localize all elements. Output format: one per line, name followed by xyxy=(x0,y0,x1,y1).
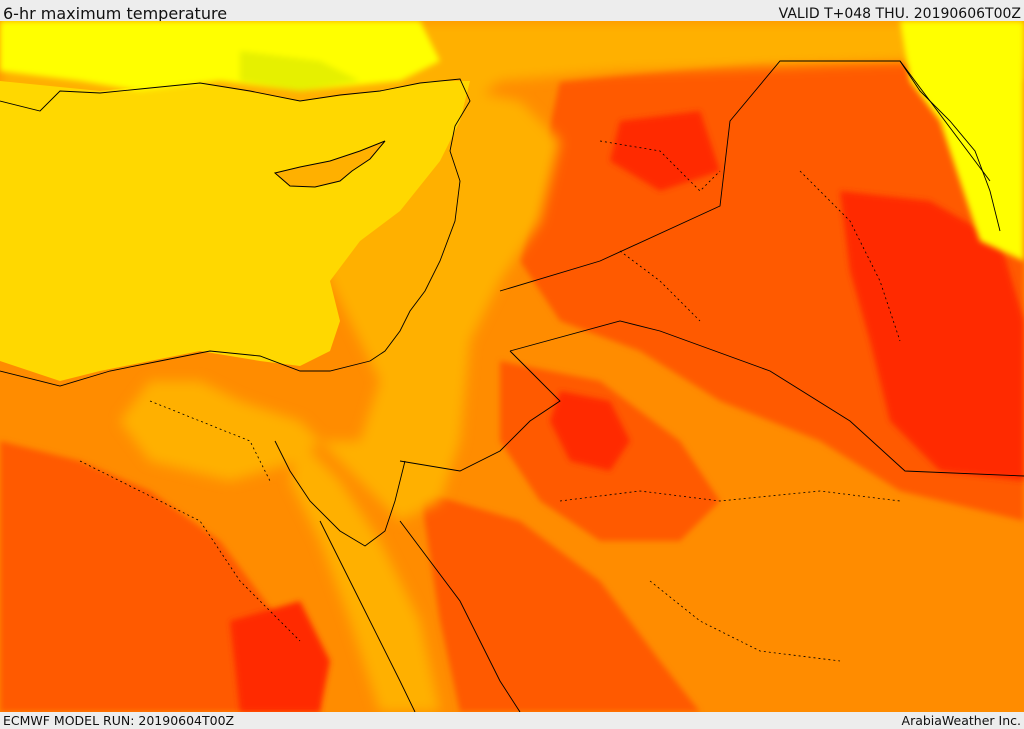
admin-boundary-1 xyxy=(599,140,721,192)
zone-red-ne xyxy=(610,111,720,191)
coastline-turkey xyxy=(0,78,471,152)
admin-boundary-6 xyxy=(149,400,271,482)
map-header: 6-hr maximum temperature VALID T+048 THU… xyxy=(0,0,1024,23)
border-saudi-jordan xyxy=(399,350,561,472)
map-title: 6-hr maximum temperature xyxy=(3,4,228,23)
admin-boundary-5 xyxy=(649,580,841,662)
coastline-sinai-gulf xyxy=(274,440,406,547)
coastline-egypt xyxy=(0,350,371,387)
border-syria xyxy=(499,60,991,292)
credit-label: ArabiaWeather Inc. xyxy=(901,713,1021,728)
zone-yellow-green-patch xyxy=(240,51,360,91)
cyprus-island xyxy=(273,140,386,188)
admin-boundary-2 xyxy=(799,170,901,342)
admin-boundary-3 xyxy=(559,490,901,502)
zone-light-orange-redsea xyxy=(290,441,440,712)
zone-red-jordan xyxy=(550,391,630,471)
coastline-redsea-west xyxy=(319,520,416,712)
zone-dark-orange-south xyxy=(420,491,700,712)
temperature-map[interactable] xyxy=(0,21,1024,712)
zone-red-egypt xyxy=(230,601,330,712)
map-footer: ECMWF MODEL RUN: 20190604T00Z ArabiaWeat… xyxy=(0,712,1024,729)
coastline-redsea-east xyxy=(399,520,521,712)
valid-time-label: VALID T+048 THU. 20190606T00Z xyxy=(778,6,1021,22)
zone-light-orange-levant xyxy=(120,91,560,521)
temperature-map-canvas xyxy=(0,21,1024,712)
zone-yellow-ne xyxy=(900,21,1024,261)
border-iraq-jordan xyxy=(509,320,1024,477)
zone-red-iraq xyxy=(840,191,1024,481)
coastline-levant xyxy=(369,150,461,362)
model-run-label: ECMWF MODEL RUN: 20190604T00Z xyxy=(3,713,235,728)
admin-boundary-7 xyxy=(619,250,701,322)
border-iran xyxy=(899,60,1001,232)
